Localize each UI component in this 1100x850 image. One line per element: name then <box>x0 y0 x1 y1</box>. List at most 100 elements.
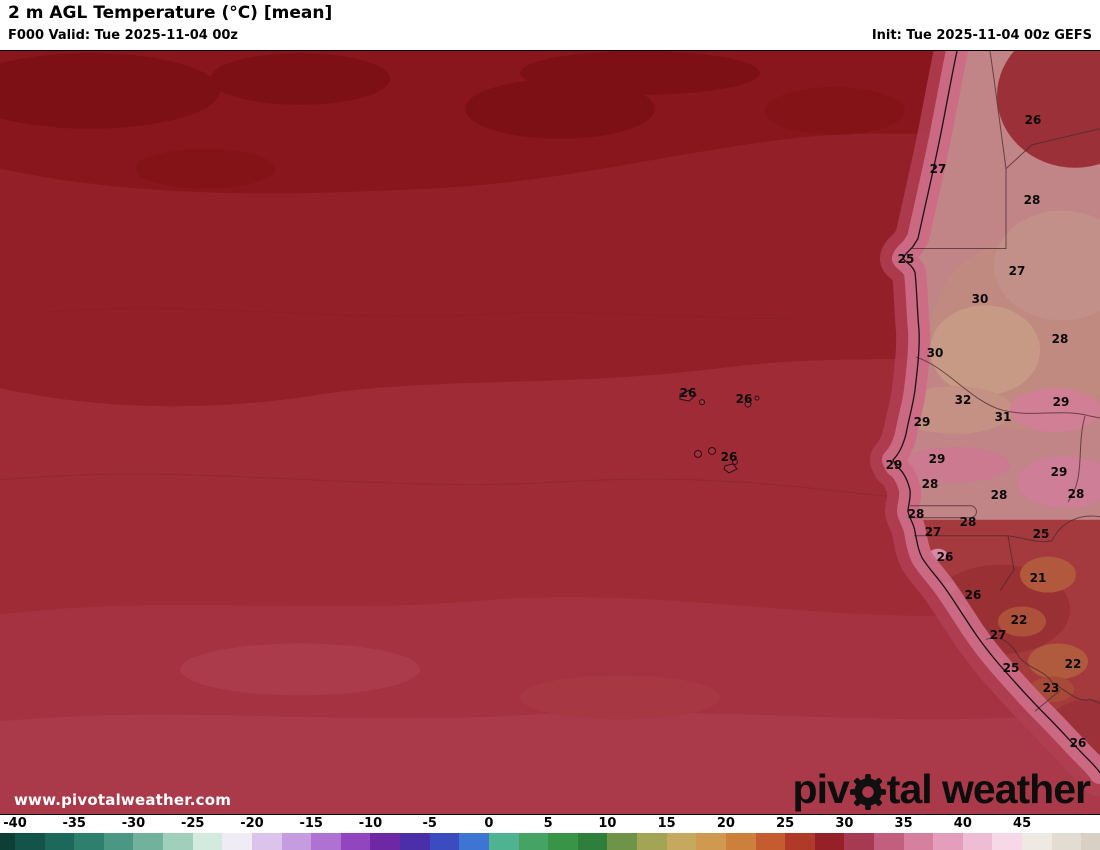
colorbar-segment <box>1022 833 1053 850</box>
temp-label: 22 <box>1064 657 1082 671</box>
colorbar-tick: -10 <box>358 816 383 831</box>
colorbar-segment <box>755 833 786 850</box>
temp-label: 28 <box>959 515 977 529</box>
temp-label: 27 <box>989 628 1007 642</box>
colorbar-tick: 10 <box>598 816 617 831</box>
colorbar-tick: 30 <box>835 816 854 831</box>
colorbar-segment <box>903 833 934 850</box>
colorbar-segment <box>281 833 312 850</box>
colorbar-segment <box>725 833 757 850</box>
colorbar-segment <box>785 833 816 850</box>
temp-label: 26 <box>720 450 738 464</box>
colorbar-segment <box>44 833 75 850</box>
temp-label: 30 <box>926 346 944 360</box>
colorbar-segment <box>607 833 638 850</box>
colorbar-tick: -40 <box>3 816 27 831</box>
colorbar-tick: 0 <box>484 816 494 831</box>
colorbar-tick: 40 <box>953 816 972 831</box>
pivotal-weather-logo: piv tal weather <box>792 766 1091 813</box>
temp-label: 26 <box>1069 736 1087 750</box>
colorbar-segment <box>962 833 994 850</box>
temp-label: 28 <box>907 507 925 521</box>
colorbar-strip <box>0 833 1100 850</box>
colorbar-segment <box>133 833 164 850</box>
colorbar-segment <box>873 833 905 850</box>
colorbar-segment <box>548 833 579 850</box>
logo-text-prefix: piv <box>792 766 850 812</box>
colorbar-tick: -25 <box>180 816 205 831</box>
colorbar-segment <box>844 833 875 850</box>
temp-label: 31 <box>994 410 1012 424</box>
temp-label: 29 <box>1052 395 1070 409</box>
colorbar-segment <box>15 833 46 850</box>
temp-label: 28 <box>1023 193 1041 207</box>
colorbar-segment <box>370 833 401 850</box>
temp-label: 26 <box>735 392 753 406</box>
temp-label: 21 <box>1029 571 1047 585</box>
temp-label: 30 <box>971 292 989 306</box>
colorbar-segment <box>400 833 431 850</box>
init-time-label: Init: Tue 2025-11-04 00z GEFS <box>871 28 1092 43</box>
colorbar-tick: 25 <box>776 816 795 831</box>
temp-label: 26 <box>1024 113 1042 127</box>
colorbar-tick: -20 <box>240 816 264 831</box>
colorbar-segment <box>222 833 253 850</box>
colorbar-tick: -15 <box>299 816 323 831</box>
colorbar-segment <box>459 833 490 850</box>
colorbar-segment <box>103 833 135 850</box>
temp-label: 25 <box>897 252 915 266</box>
temp-label: 27 <box>1008 264 1026 278</box>
valid-time-label: F000 Valid: Tue 2025-11-04 00z <box>8 28 238 43</box>
colorbar-segment <box>340 833 372 850</box>
header: 2 m AGL Temperature (°C) [mean] F000 Val… <box>0 0 1100 50</box>
colorbar-tick: 45 <box>1013 816 1032 831</box>
colorbar-segment <box>429 833 460 850</box>
colorbar: -40 -35 -30 -25 -20 -15 -10 -5 0 5 10 15 20 25 30 35 40 4… <box>0 815 1100 850</box>
colorbar-segment <box>311 833 342 850</box>
logo-text-suffix: tal weather <box>886 766 1091 812</box>
colorbar-segment <box>577 833 608 850</box>
colorbar-tick: 5 <box>543 816 553 831</box>
colorbar-segment <box>992 833 1023 850</box>
gear-icon <box>849 774 886 810</box>
temp-label: 23 <box>1042 681 1060 695</box>
colorbar-ticks: -40 -35 -30 -25 -20 -15 -10 -5 0 5 10 15 20 25 30 35 40 4… <box>0 815 1100 832</box>
temp-label: 32 <box>954 393 972 407</box>
temp-label: 25 <box>1002 661 1020 675</box>
temp-label: 26 <box>964 588 982 602</box>
watermark-url: www.pivotalweather.com <box>14 791 232 809</box>
map-graphic <box>0 51 1100 814</box>
temp-label: 27 <box>929 162 947 176</box>
colorbar-tick: -30 <box>121 816 146 831</box>
colorbar-segment <box>518 833 549 850</box>
colorbar-segment <box>74 833 105 850</box>
temp-label: 27 <box>924 525 942 539</box>
temp-label: 28 <box>921 477 939 491</box>
temp-label: 29 <box>1050 465 1068 479</box>
temp-label: 29 <box>928 452 946 466</box>
colorbar-segment <box>1051 833 1082 850</box>
colorbar-segment <box>192 833 223 850</box>
temp-label: 28 <box>1067 487 1085 501</box>
colorbar-segment <box>666 833 697 850</box>
colorbar-segment <box>163 833 194 850</box>
temp-label: 26 <box>679 386 697 400</box>
colorbar-segment <box>696 833 727 850</box>
colorbar-tick: -35 <box>62 816 86 831</box>
colorbar-segment <box>933 833 964 850</box>
colorbar-segment <box>251 833 283 850</box>
colorbar-tick: -5 <box>422 816 437 831</box>
page-title: 2 m AGL Temperature (°C) [mean] <box>8 3 333 23</box>
temp-label: 26 <box>936 550 954 564</box>
temp-label: 28 <box>990 488 1008 502</box>
temp-label: 28 <box>1051 332 1069 346</box>
colorbar-tick: 35 <box>894 816 913 831</box>
temp-label: 29 <box>885 458 903 472</box>
temp-label: 25 <box>1032 527 1050 541</box>
colorbar-tick: 20 <box>716 816 735 831</box>
temp-label: 29 <box>913 415 931 429</box>
temp-label: 22 <box>1010 613 1028 627</box>
colorbar-segment <box>637 833 668 850</box>
map-canvas: www.pivotalweather.com piv tal weather 2… <box>0 50 1100 815</box>
colorbar-segment <box>0 833 16 850</box>
